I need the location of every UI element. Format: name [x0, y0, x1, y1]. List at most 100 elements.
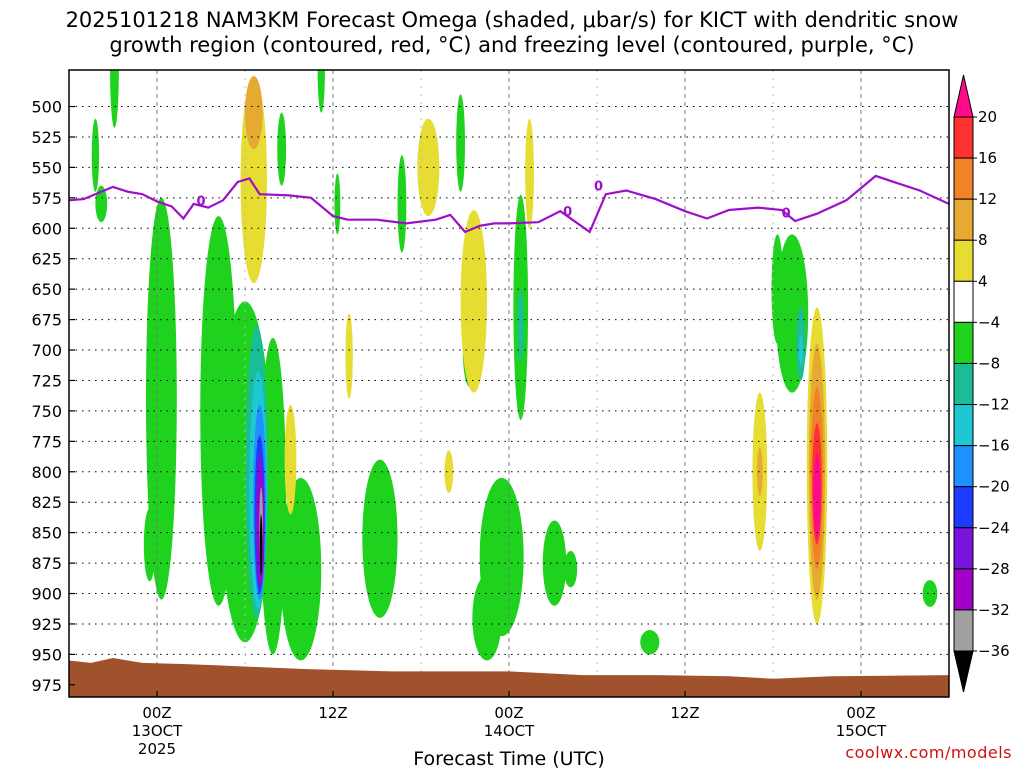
- y-tick-label: 650: [31, 280, 62, 299]
- colorbar-swatch: [953, 404, 974, 447]
- omega-cell: [813, 453, 821, 539]
- colorbar-swatch: [953, 321, 974, 364]
- omega-cell: [460, 210, 487, 393]
- colorbar-swatch: [953, 157, 974, 200]
- omega-cell: [317, 70, 325, 113]
- omega-cell: [397, 155, 407, 253]
- omega-cell: [245, 76, 263, 150]
- y-tick-label: 550: [31, 158, 62, 177]
- freezing-level-label: 0: [782, 206, 791, 221]
- grid: [69, 70, 949, 697]
- y-tick-label: 625: [31, 250, 62, 269]
- colorbar-label: −16: [978, 437, 1010, 455]
- colorbar-label: −20: [978, 478, 1010, 496]
- colorbar-label: 20: [978, 108, 997, 126]
- omega-cell: [525, 118, 534, 229]
- omega-cell: [564, 550, 578, 588]
- y-tick-label: 875: [31, 554, 62, 573]
- freezing-level-label: 0: [563, 205, 572, 220]
- omega-cell: [640, 630, 660, 655]
- omega-shading: [91, 70, 938, 661]
- y-tick-label: 800: [31, 463, 62, 482]
- colorbar-label: −4: [978, 313, 1000, 331]
- omega-cell: [922, 580, 938, 607]
- omega-cell: [277, 112, 287, 186]
- y-tick-label: 675: [31, 311, 62, 330]
- colorbar-swatch: [953, 362, 974, 406]
- colorbar-swatch: [953, 198, 974, 241]
- freezing-level-line: [69, 174, 949, 234]
- x-axis-label: Forecast Time (UTC): [413, 748, 604, 768]
- colorbar-label: −12: [978, 396, 1010, 414]
- colorbar-swatch: [953, 527, 974, 570]
- x-tick-label: 12Z: [318, 704, 347, 722]
- freezing-level-label: 0: [594, 180, 603, 195]
- y-tick-label: 600: [31, 219, 62, 238]
- colorbar-top-arrow: [953, 74, 974, 118]
- omega-cell: [146, 197, 177, 600]
- colorbar-label: −32: [978, 601, 1010, 619]
- omega-cell: [95, 185, 108, 223]
- omega-cell: [143, 508, 156, 582]
- colorbar-swatch: [953, 280, 974, 323]
- colorbar-label: −8: [978, 354, 1000, 372]
- colorbar-swatch: [953, 116, 974, 159]
- omega-cell: [362, 459, 398, 618]
- omega-cell: [259, 514, 263, 576]
- colorbar-label: −36: [978, 642, 1010, 660]
- x-tick-label: 00Z: [494, 704, 523, 722]
- omega-cell: [334, 173, 341, 235]
- omega-cell: [91, 118, 100, 192]
- omega-cell: [417, 118, 440, 217]
- colorbar-swatch: [953, 239, 974, 282]
- colorbar-swatch: [953, 568, 974, 611]
- y-tick-label: 775: [31, 432, 62, 451]
- freezing-level-label: 0: [196, 194, 205, 209]
- x-tick-label: 14OCT: [484, 722, 535, 740]
- omega-cell: [444, 450, 454, 494]
- omega-cell: [110, 70, 119, 128]
- x-tick-label: 00Z: [846, 704, 875, 722]
- colorbar-label: −28: [978, 560, 1010, 578]
- y-tick-label: 725: [31, 371, 62, 390]
- y-tick-label: 525: [31, 128, 62, 147]
- ground-fill: [69, 658, 949, 697]
- y-tick-label: 900: [31, 585, 62, 604]
- colorbar-bottom-arrow: [953, 650, 974, 693]
- credit-text: coolwx.com/models: [845, 743, 1012, 762]
- omega-cell: [487, 538, 496, 588]
- y-tick-label: 575: [31, 189, 62, 208]
- omega-cell: [542, 520, 567, 606]
- x-tick-label: 00Z: [142, 704, 171, 722]
- x-tick-label: 2025: [138, 740, 176, 758]
- ground-surface: [69, 658, 949, 697]
- y-tick-label: 950: [31, 645, 62, 664]
- y-tick-label: 975: [31, 676, 62, 695]
- omega-cell: [756, 447, 763, 497]
- colorbar-label: 8: [978, 231, 988, 249]
- omega-cell: [517, 289, 524, 363]
- omega-cell: [771, 234, 784, 344]
- omega-cell: [345, 313, 353, 399]
- colorbar-label: 12: [978, 190, 997, 208]
- y-tick-label: 825: [31, 493, 62, 512]
- colorbar-swatch: [953, 486, 974, 529]
- omega-cell: [472, 575, 502, 661]
- chart-title-line-2: growth region (contoured, red, °C) and f…: [109, 33, 915, 57]
- colorbar-swatch: [953, 445, 974, 488]
- chart-title-line-1: 2025101218 NAM3KM Forecast Omega (shaded…: [65, 8, 959, 32]
- x-tick-label: 12Z: [670, 704, 699, 722]
- colorbar-label: 4: [978, 272, 988, 290]
- y-axis: 500 525 550 575 600 625 650 675 700 725 750 775 800 8…: [31, 98, 75, 695]
- omega-cell: [798, 334, 804, 366]
- colorbar-label: 16: [978, 149, 997, 167]
- omega-cell: [456, 94, 465, 192]
- colorbar: 20 16 12 8 4 −4 −8 −12 −16 −20 −24 −28 −32 −36: [953, 74, 1010, 693]
- y-tick-label: 850: [31, 524, 62, 543]
- colorbar-label: −24: [978, 519, 1010, 537]
- y-tick-label: 700: [31, 341, 62, 360]
- y-tick-label: 750: [31, 402, 62, 421]
- omega-cell: [284, 404, 297, 515]
